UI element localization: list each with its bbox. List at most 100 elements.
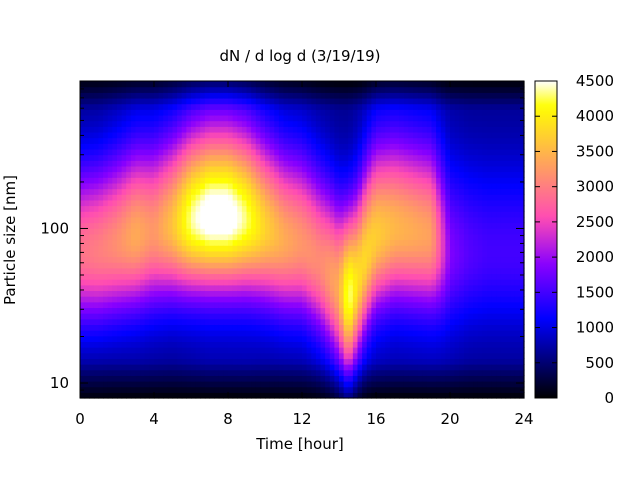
heatmap-cell: [107, 239, 113, 246]
heatmap-cell: [417, 341, 423, 348]
heatmap-cell: [223, 199, 229, 207]
heatmap-cell: [306, 211, 312, 218]
heatmap-cell: [408, 301, 414, 309]
heatmap-cell: [283, 256, 289, 263]
heatmap-cell: [149, 364, 155, 371]
heatmap-cell: [107, 92, 113, 99]
heatmap-cell: [135, 358, 141, 365]
heatmap-cell: [260, 239, 266, 246]
heatmap-cell: [352, 137, 359, 144]
heatmap-cell: [204, 279, 211, 286]
heatmap-cell: [487, 120, 493, 127]
heatmap-cell: [84, 233, 90, 241]
heatmap-cell: [311, 233, 317, 241]
heatmap-cell: [191, 358, 197, 365]
heatmap-cell: [450, 392, 456, 399]
heatmap-cell: [89, 262, 95, 269]
heatmap-cell: [149, 109, 155, 116]
heatmap-cell: [195, 182, 201, 190]
heatmap-cell: [477, 318, 483, 326]
heatmap-cell: [191, 188, 197, 195]
heatmap-cell: [306, 369, 312, 376]
heatmap-cell: [468, 307, 474, 314]
heatmap-cell: [241, 318, 248, 326]
heatmap-cell: [218, 352, 224, 359]
heatmap-cell: [482, 188, 488, 195]
heatmap-cell: [228, 273, 234, 280]
heatmap-cell: [477, 335, 483, 342]
heatmap-cell: [431, 262, 437, 269]
heatmap-cell: [278, 347, 285, 354]
heatmap-cell: [89, 148, 95, 156]
heatmap-cell: [80, 148, 86, 156]
heatmap-cell: [269, 143, 275, 150]
heatmap-cell: [204, 296, 211, 303]
heatmap-cell: [366, 86, 372, 93]
heatmap-cell: [223, 205, 229, 212]
heatmap-cell: [255, 267, 261, 275]
heatmap-cell: [403, 290, 409, 297]
heatmap-cell: [468, 165, 474, 173]
heatmap-cell: [255, 81, 261, 88]
heatmap-cell: [292, 386, 298, 393]
heatmap-cell: [477, 92, 483, 99]
heatmap-cell: [371, 81, 377, 88]
heatmap-cell: [311, 228, 317, 235]
heatmap-cell: [260, 137, 266, 144]
heatmap-cell: [454, 330, 460, 337]
heatmap-cell: [394, 148, 400, 156]
heatmap-cell: [214, 267, 220, 275]
heatmap-cell: [167, 109, 174, 116]
heatmap-cell: [463, 199, 470, 207]
heatmap-cell: [302, 211, 308, 218]
heatmap-cell: [191, 290, 197, 297]
heatmap-cell: [265, 211, 271, 218]
heatmap-cell: [80, 301, 86, 309]
heatmap-cell: [352, 324, 359, 331]
heatmap-cell: [329, 171, 335, 178]
heatmap-cell: [158, 284, 164, 292]
heatmap-cell: [246, 160, 252, 167]
heatmap-cell: [117, 182, 123, 190]
heatmap-cell: [366, 273, 372, 280]
heatmap-cell: [399, 211, 405, 218]
heatmap-cell: [325, 352, 331, 359]
heatmap-cell: [144, 250, 150, 258]
heatmap-cell: [325, 199, 331, 207]
heatmap-cell: [329, 301, 335, 309]
heatmap-cell: [311, 137, 317, 144]
heatmap-cell: [186, 262, 192, 269]
heatmap-cell: [463, 233, 470, 241]
heatmap-cell: [320, 216, 326, 224]
heatmap-cell: [144, 205, 150, 212]
heatmap-cell: [214, 165, 220, 173]
heatmap-cell: [241, 381, 248, 388]
heatmap-cell: [445, 239, 451, 246]
heatmap-cell: [98, 369, 104, 376]
heatmap-cell: [283, 81, 289, 88]
heatmap-cell: [214, 126, 220, 133]
heatmap-cell: [98, 182, 104, 190]
heatmap-cell: [135, 177, 141, 184]
heatmap-cell: [445, 273, 451, 280]
heatmap-cell: [422, 154, 428, 161]
heatmap-cell: [334, 177, 340, 184]
heatmap-cell: [440, 296, 446, 303]
heatmap-cell: [223, 256, 229, 263]
heatmap-cell: [84, 347, 90, 354]
heatmap-cell: [334, 114, 340, 122]
heatmap-cell: [269, 318, 275, 326]
heatmap-cell: [149, 341, 155, 348]
heatmap-cell: [417, 103, 423, 110]
heatmap-cell: [288, 114, 294, 122]
heatmap-cell: [292, 81, 298, 88]
heatmap-cell: [140, 284, 146, 292]
heatmap-cell: [89, 341, 95, 348]
heatmap-cell: [292, 216, 298, 224]
heatmap-cell: [343, 137, 349, 144]
heatmap-cell: [181, 137, 187, 144]
heatmap-cell: [130, 211, 137, 218]
heatmap-cell: [288, 296, 294, 303]
heatmap-cell: [237, 307, 243, 314]
heatmap-cell: [163, 318, 169, 326]
